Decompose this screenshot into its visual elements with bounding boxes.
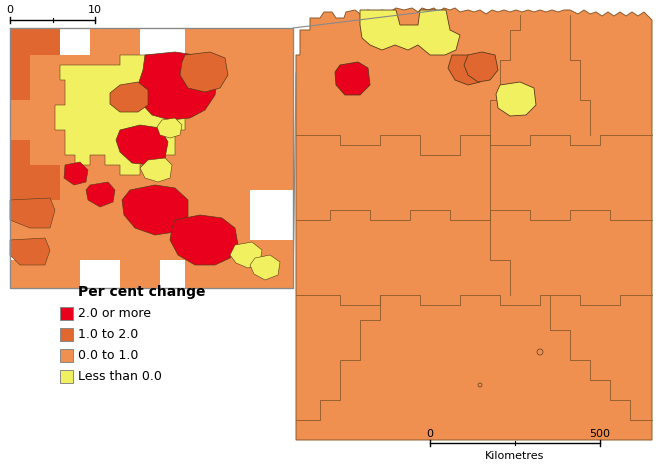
Text: 10: 10 (88, 5, 102, 15)
Polygon shape (10, 140, 60, 200)
Polygon shape (496, 82, 536, 116)
Text: 0: 0 (426, 429, 434, 439)
Text: Kilometres: Kilometres (485, 451, 544, 461)
Text: 500: 500 (590, 429, 611, 439)
Polygon shape (250, 255, 280, 280)
Bar (60, 349, 73, 362)
Bar (60, 328, 73, 341)
Polygon shape (122, 185, 188, 235)
Polygon shape (10, 28, 293, 288)
Circle shape (478, 383, 482, 387)
Text: Kilometres: Kilometres (23, 29, 82, 39)
Polygon shape (448, 55, 486, 85)
Polygon shape (110, 82, 148, 112)
Polygon shape (138, 52, 218, 120)
Polygon shape (335, 62, 370, 95)
Polygon shape (180, 52, 228, 92)
Text: Less than 0.0: Less than 0.0 (78, 370, 162, 383)
Polygon shape (296, 8, 652, 440)
Polygon shape (64, 162, 88, 185)
Polygon shape (10, 198, 55, 228)
Bar (60, 307, 73, 320)
Polygon shape (157, 118, 182, 138)
Text: 1.0 to 2.0: 1.0 to 2.0 (78, 328, 138, 341)
Circle shape (537, 349, 543, 355)
Polygon shape (86, 182, 115, 207)
Bar (60, 370, 73, 383)
Polygon shape (10, 75, 30, 100)
Text: 0: 0 (7, 5, 14, 15)
Polygon shape (10, 238, 50, 265)
Polygon shape (10, 28, 60, 75)
Polygon shape (140, 158, 172, 182)
Text: Per cent change: Per cent change (78, 285, 205, 299)
Polygon shape (116, 125, 168, 165)
Polygon shape (360, 10, 460, 55)
Polygon shape (55, 55, 185, 175)
Polygon shape (10, 28, 293, 288)
Text: 0.0 to 1.0: 0.0 to 1.0 (78, 349, 138, 362)
Polygon shape (464, 52, 498, 82)
Polygon shape (230, 242, 262, 268)
Text: 2.0 or more: 2.0 or more (78, 307, 151, 320)
Polygon shape (170, 215, 238, 265)
